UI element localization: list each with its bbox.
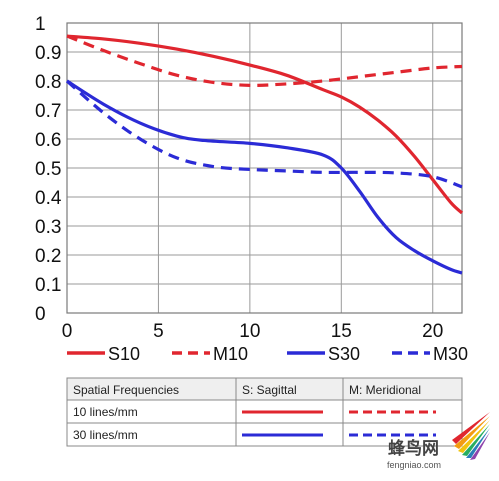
y-tick-label: 0.5 [35, 159, 61, 180]
table-row-10-lines: 10 lines/mm [73, 405, 138, 419]
watermark-en-text: fengniao.com [387, 460, 441, 470]
legend-label-s10: S10 [108, 344, 140, 364]
y-tick-label: 0.3 [35, 217, 61, 238]
y-tick-label: 0.9 [35, 43, 61, 64]
series-line-m30 [65, 79, 463, 189]
series-line-m10 [66, 34, 463, 87]
table-header-spatial-frequencies: Spatial Frequencies [73, 383, 179, 397]
y-axis-ticks: 0 0.1 0.2 0.3 0.4 0.5 0.6 0.7 0.8 0.9 1 [35, 14, 62, 325]
y-tick-label: 0.6 [35, 130, 61, 151]
watermark-cn-text: 蜂鸟网 [388, 438, 439, 459]
series-line-s10 [66, 34, 464, 215]
frequency-table: Spatial Frequencies S: Sagittal M: Merid… [66, 377, 463, 447]
fengniao-logo-icon [452, 412, 490, 460]
plot-frame [66, 22, 463, 314]
fengniao-watermark: 蜂鸟网 fengniao.com [387, 412, 490, 470]
y-tick-label: 0.8 [35, 72, 61, 93]
legend-label-s30: S30 [328, 344, 360, 364]
chart-series [65, 34, 464, 275]
chart-legend: S10 M10 S30 M30 [67, 344, 468, 364]
table-header-meridional: M: Meridional [349, 383, 421, 397]
y-tick-label: 0.7 [35, 101, 61, 122]
table-header-sagittal: S: Sagittal [242, 383, 297, 397]
y-tick-label: 0.2 [35, 246, 61, 267]
series-line-s30 [66, 79, 463, 275]
x-tick-label: 5 [153, 321, 164, 342]
x-tick-label: 0 [62, 321, 73, 342]
y-tick-label: 0.4 [35, 188, 62, 209]
table-row-30-lines: 30 lines/mm [73, 428, 138, 442]
x-tick-label: 15 [331, 321, 352, 342]
x-tick-label: 20 [422, 321, 443, 342]
x-axis-ticks: 0 5 10 15 20 [62, 321, 444, 342]
x-tick-label: 10 [239, 321, 260, 342]
y-tick-label: 0 [35, 304, 46, 325]
y-tick-label: 1 [35, 14, 46, 35]
y-tick-label: 0.1 [35, 275, 61, 296]
chart-grid [66, 22, 463, 314]
legend-label-m10: M10 [213, 344, 248, 364]
legend-label-m30: M30 [433, 344, 468, 364]
